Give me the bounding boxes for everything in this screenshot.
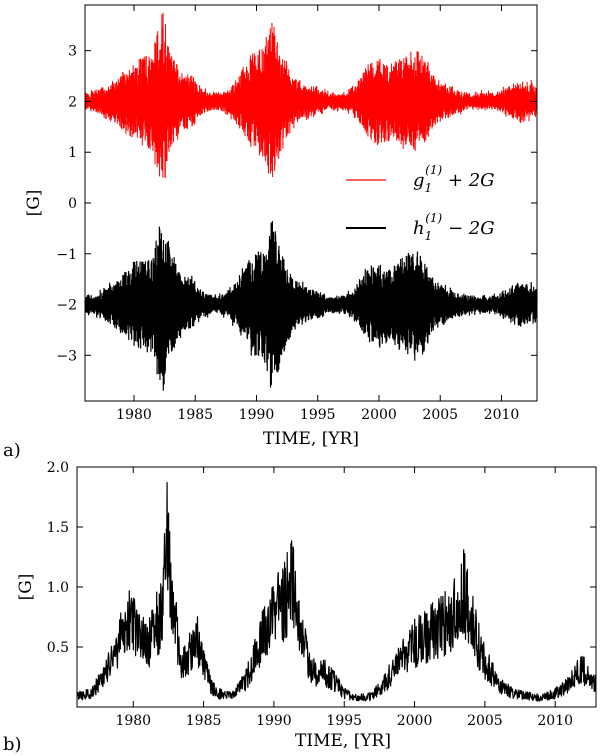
series-h1-minus-2g: [84, 220, 538, 391]
y-tick-label: 2: [68, 94, 77, 110]
panel-b: 1980 1985 1990 1995 2000 2005 2010 0.5 1.0 1.5 2.…: [3, 460, 597, 755]
y-tick-label: 2.0: [47, 460, 69, 476]
legend: g1(1) + 2G h1(1) − 2G: [346, 163, 495, 243]
x-tick-label: 2010: [484, 407, 520, 423]
legend-entry-h1: h1(1) − 2G: [413, 211, 495, 243]
y-axis-ticks-a: −3 −2 −1 0 1 2 3: [56, 44, 537, 364]
x-tick-label: 2000: [361, 407, 397, 423]
y-tick-label: −1: [56, 247, 77, 263]
y-tick-label: 0.5: [47, 640, 69, 656]
y-axis-label-b: [G]: [16, 574, 36, 601]
plot-frame-b: [76, 466, 597, 708]
x-axis-ticks-b: 1980 1985 1990 1995 2000 2005 2010: [115, 467, 573, 729]
x-tick-label: 1995: [300, 407, 336, 423]
x-tick-label: 2005: [467, 713, 503, 729]
x-tick-label: 2010: [537, 713, 573, 729]
panel-a: 1980 1985 1990 1995 2000 2005 2010 −3−2−10123 …: [3, 4, 538, 461]
panel-label-a: a): [3, 440, 21, 461]
legend-entry-g1: g1(1) + 2G: [413, 163, 495, 195]
y-tick-label: 1.5: [47, 520, 69, 536]
series-line-black: [84, 220, 538, 391]
y-tick-label: −3: [56, 348, 77, 364]
x-tick-label: 1990: [239, 407, 275, 423]
series-line-b: [76, 482, 597, 702]
x-tick-label: 2000: [397, 713, 433, 729]
x-tick-label: 1985: [186, 713, 222, 729]
y-tick-label: 1: [68, 145, 77, 161]
x-tick-label: 1995: [326, 713, 362, 729]
x-tick-label: 1990: [256, 713, 292, 729]
y-axis-ticks-b: 0.5 1.0 1.5 2.0: [47, 460, 596, 656]
y-tick-label: 1.0: [47, 580, 69, 596]
x-tick-label: 1980: [116, 407, 152, 423]
y-tick-label: −2: [56, 298, 77, 314]
series-line-red: [84, 12, 538, 178]
x-tick-label: 2005: [422, 407, 458, 423]
x-axis-label-a: TIME, [YR]: [263, 429, 359, 449]
y-tick-label: 3: [68, 44, 77, 60]
series-b: [76, 482, 597, 702]
x-axis-label-b: TIME, [YR]: [295, 731, 391, 751]
panel-label-b: b): [3, 734, 22, 755]
x-tick-label: 1985: [177, 407, 213, 423]
x-tick-label: 1980: [115, 713, 151, 729]
y-axis-label-a: [G]: [24, 190, 44, 217]
x-axis-ticks-a: 1980 1985 1990 1995 2000 2005 2010: [116, 5, 519, 423]
y-tick-label: 0: [68, 196, 77, 212]
series-g1-plus-2g: [84, 12, 538, 178]
